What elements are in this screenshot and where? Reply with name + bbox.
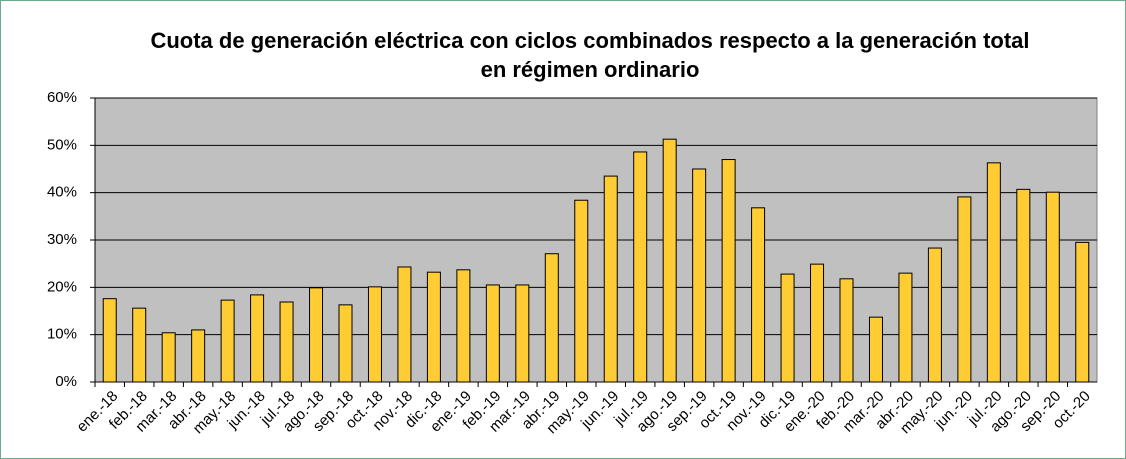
bar xyxy=(191,329,206,383)
bar xyxy=(574,199,589,383)
bar xyxy=(367,286,382,383)
chart-title: Cuota de generación eléctrica con ciclos… xyxy=(150,28,1030,82)
bar xyxy=(456,269,471,383)
y-tick-label: 0% xyxy=(55,373,77,390)
bar xyxy=(751,207,766,383)
y-tick-label: 40% xyxy=(47,184,77,201)
bar xyxy=(338,304,353,383)
y-tick-label: 20% xyxy=(47,278,77,295)
bar xyxy=(633,151,648,383)
bar xyxy=(161,332,176,383)
bar xyxy=(220,299,235,383)
y-tick-label: 30% xyxy=(47,231,77,248)
bar xyxy=(662,138,677,383)
bar xyxy=(132,307,147,383)
bar xyxy=(603,175,618,383)
bar xyxy=(898,272,913,383)
bar xyxy=(839,278,854,383)
bar xyxy=(986,162,1001,383)
bar xyxy=(397,266,412,383)
bar xyxy=(1016,188,1031,383)
bar xyxy=(515,284,530,383)
y-tick-label: 60% xyxy=(47,89,77,106)
bar xyxy=(927,247,942,383)
bar xyxy=(810,263,825,383)
bar xyxy=(250,294,265,383)
bar xyxy=(426,271,441,383)
bar xyxy=(309,287,324,383)
bar xyxy=(692,168,707,383)
bar xyxy=(721,159,736,383)
bar xyxy=(868,316,883,383)
bar xyxy=(780,273,795,383)
bar xyxy=(102,298,117,383)
y-tick-label: 10% xyxy=(47,326,77,343)
y-tick-label: 50% xyxy=(47,136,77,153)
bar xyxy=(485,284,500,383)
bar xyxy=(544,253,559,383)
bar xyxy=(1045,191,1060,383)
bar xyxy=(1075,241,1090,383)
bar xyxy=(279,301,294,383)
bar xyxy=(957,196,972,383)
